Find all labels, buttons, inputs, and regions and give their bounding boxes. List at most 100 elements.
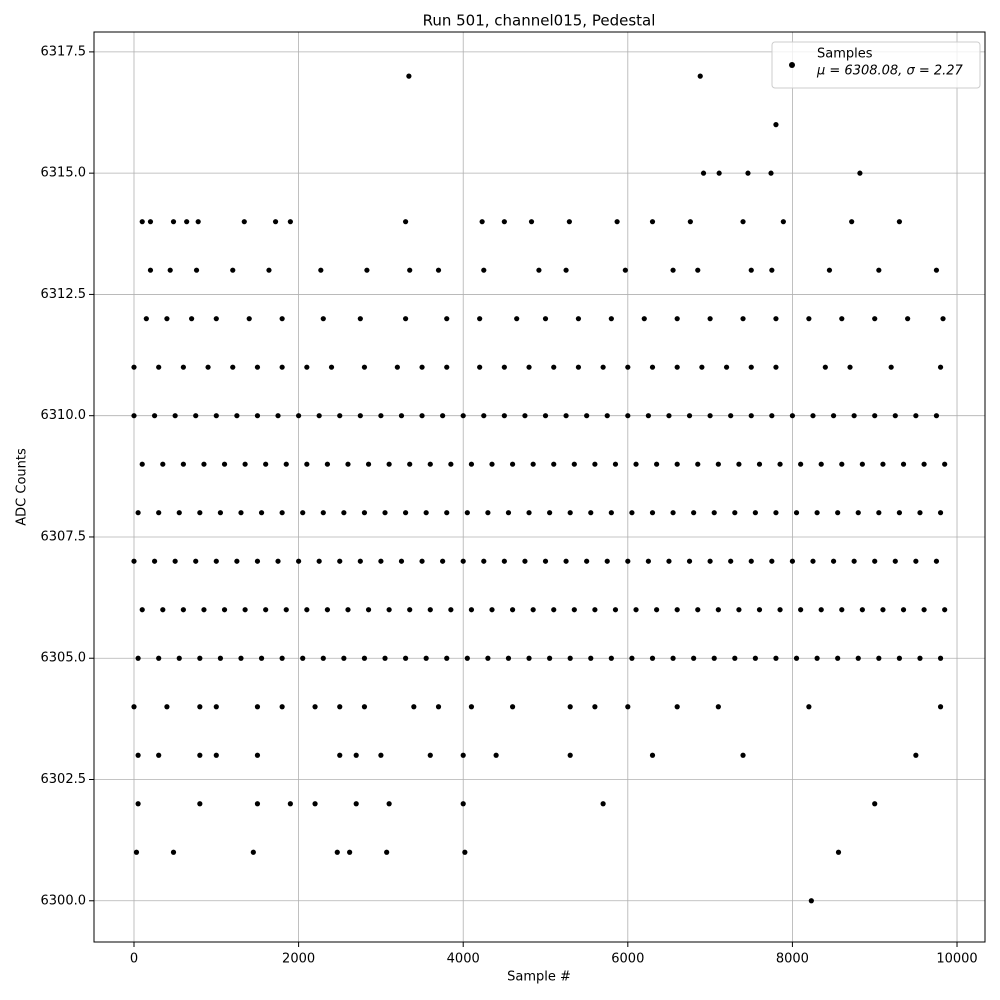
- point: [896, 655, 903, 661]
- point: [851, 558, 857, 564]
- point: [254, 704, 261, 710]
- point: [745, 170, 751, 176]
- point: [505, 655, 512, 661]
- point: [296, 558, 302, 564]
- point: [674, 364, 680, 370]
- point: [205, 364, 211, 370]
- point: [711, 510, 717, 516]
- point: [151, 558, 158, 564]
- point: [402, 655, 409, 661]
- point: [213, 413, 219, 419]
- point: [139, 607, 145, 613]
- y-axis-label: ADC Counts: [15, 448, 30, 526]
- point: [777, 461, 783, 467]
- point: [913, 558, 919, 564]
- point: [160, 461, 166, 467]
- point: [575, 316, 582, 322]
- point: [789, 558, 796, 564]
- point: [670, 655, 676, 661]
- point: [855, 510, 861, 516]
- point: [272, 219, 279, 225]
- point: [604, 558, 610, 564]
- point: [180, 461, 186, 467]
- point: [213, 704, 219, 710]
- point: [798, 461, 804, 467]
- point: [448, 461, 454, 467]
- point: [263, 607, 269, 613]
- point: [629, 510, 635, 516]
- point: [394, 364, 400, 370]
- point: [304, 461, 310, 467]
- point: [230, 364, 236, 370]
- point: [213, 752, 219, 758]
- point: [614, 219, 620, 225]
- point: [320, 655, 326, 661]
- point: [892, 558, 898, 564]
- point: [933, 267, 940, 273]
- point: [625, 558, 631, 564]
- point: [674, 607, 680, 613]
- point: [143, 316, 149, 322]
- point: [649, 752, 656, 758]
- legend: Samples μ = 6308.08, σ = 2.27: [771, 41, 981, 89]
- point: [320, 316, 326, 322]
- point: [398, 413, 405, 419]
- point: [217, 510, 224, 516]
- point: [279, 510, 285, 516]
- y-tick-label: 6317.5: [41, 44, 87, 59]
- point: [752, 510, 758, 516]
- point: [242, 461, 248, 467]
- point: [489, 461, 495, 467]
- point: [872, 413, 878, 419]
- point: [530, 461, 536, 467]
- point: [625, 413, 631, 419]
- y-tick-label: 6307.5: [41, 529, 87, 544]
- point: [633, 607, 639, 613]
- point: [835, 655, 841, 661]
- plot-area: [94, 32, 985, 942]
- point: [279, 316, 285, 322]
- point: [172, 413, 178, 419]
- point: [649, 510, 656, 516]
- point: [505, 510, 512, 516]
- point: [180, 364, 186, 370]
- point: [937, 704, 944, 710]
- point: [266, 267, 272, 273]
- point: [324, 461, 331, 467]
- point: [234, 558, 240, 564]
- y-tick-label: 6300.0: [41, 893, 87, 908]
- point: [547, 655, 553, 661]
- point: [300, 510, 306, 516]
- legend-marker: [789, 62, 795, 68]
- point: [715, 704, 721, 710]
- point: [563, 413, 569, 419]
- point: [444, 364, 450, 370]
- y-tick-label: 6315.0: [41, 166, 87, 181]
- point: [645, 558, 651, 564]
- point: [608, 316, 614, 322]
- point: [896, 219, 903, 225]
- point: [711, 655, 717, 661]
- point: [612, 461, 619, 467]
- point: [427, 461, 433, 467]
- point: [213, 316, 219, 322]
- point: [526, 510, 532, 516]
- point: [135, 510, 141, 516]
- point: [892, 413, 898, 419]
- point: [768, 170, 774, 176]
- point: [386, 461, 392, 467]
- point: [279, 655, 285, 661]
- point: [872, 316, 878, 322]
- point: [164, 316, 170, 322]
- point: [386, 607, 392, 613]
- point: [254, 364, 261, 370]
- point: [419, 413, 425, 419]
- point: [670, 510, 676, 516]
- point: [464, 510, 470, 516]
- point: [501, 413, 507, 419]
- point: [234, 413, 240, 419]
- point: [353, 752, 359, 758]
- point: [193, 413, 199, 419]
- point: [769, 413, 775, 419]
- point: [592, 704, 598, 710]
